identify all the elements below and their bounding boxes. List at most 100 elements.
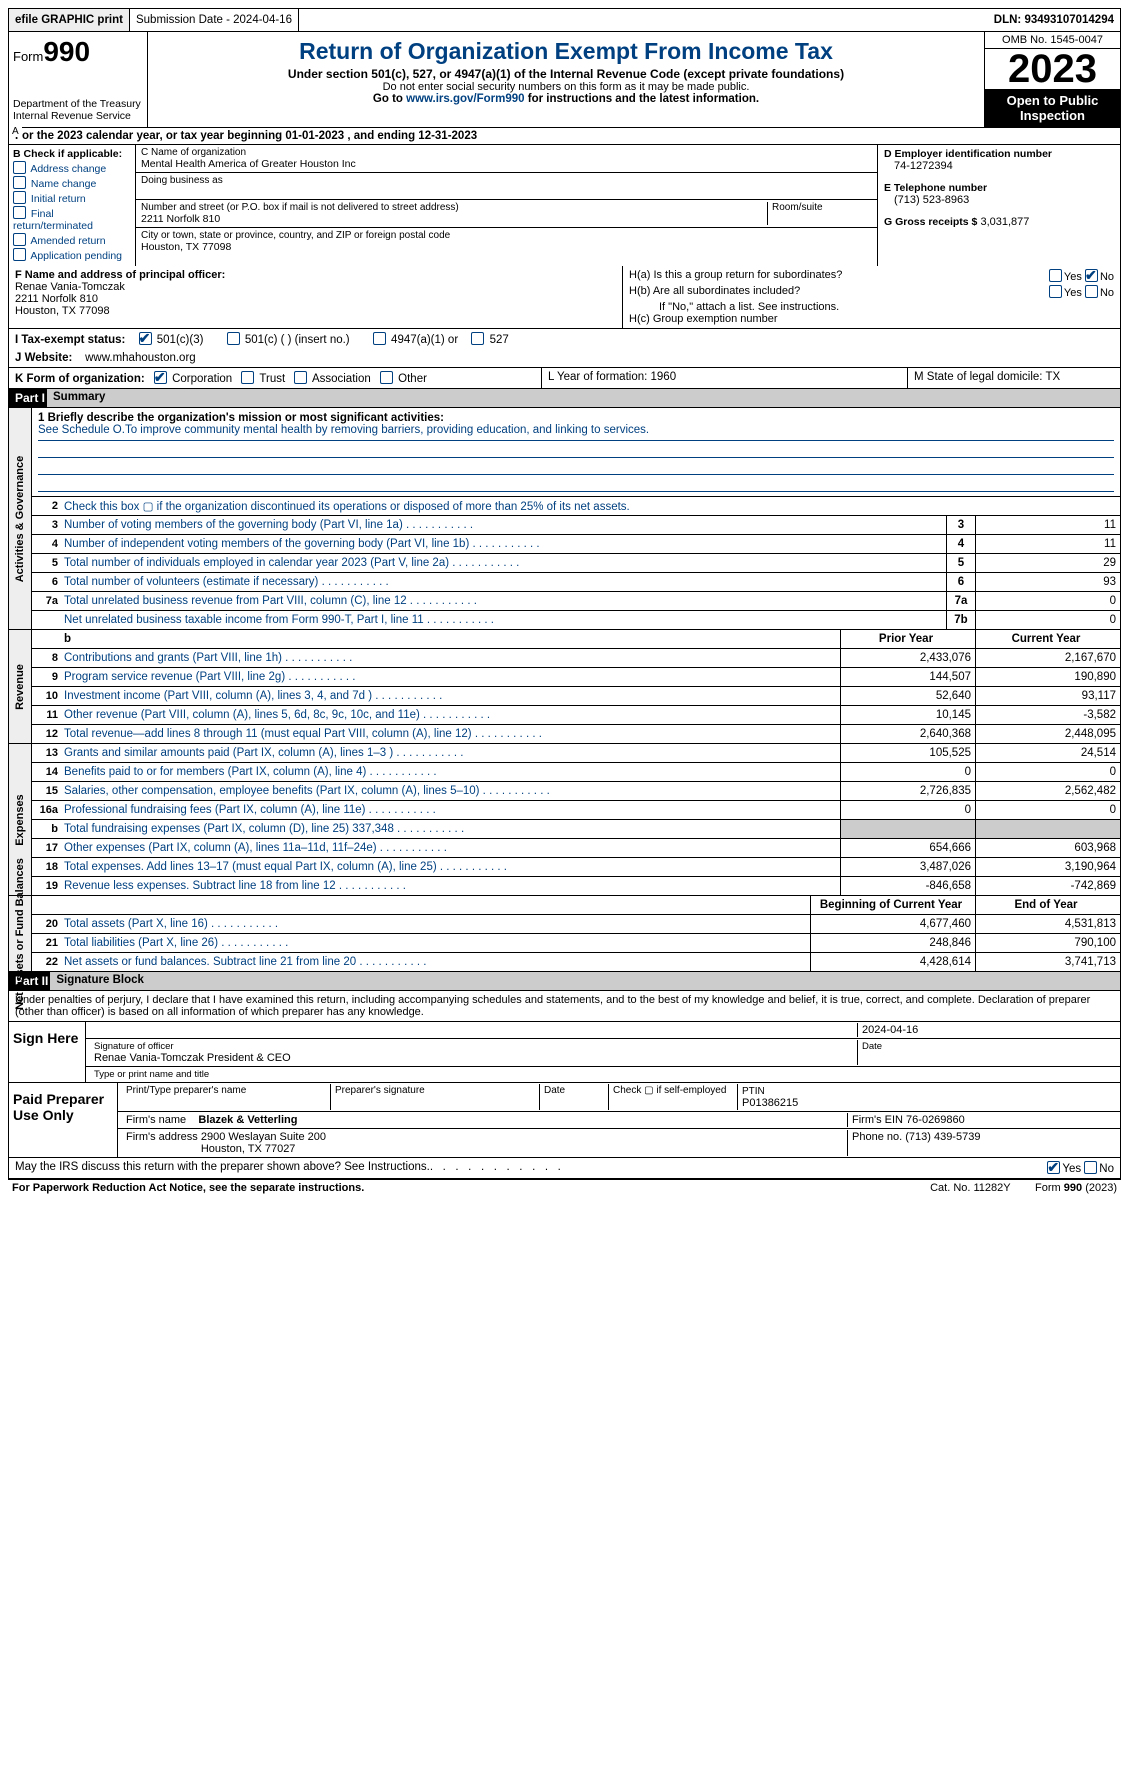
hb-no[interactable]: [1085, 285, 1098, 298]
gov-line: 3Number of voting members of the governi…: [32, 516, 1120, 535]
firm-ein: 76-0269860: [906, 1114, 965, 1126]
part2-header: Part II Signature Block: [8, 972, 1121, 991]
year-formation: L Year of formation: 1960: [542, 368, 908, 388]
applicable-option[interactable]: Address change: [13, 161, 131, 175]
street-label: Number and street (or P.O. box if mail i…: [141, 202, 767, 213]
ein-value: 74-1272394: [884, 160, 1114, 172]
ha-label: H(a) Is this a group return for subordin…: [629, 269, 1049, 283]
page-footer: For Paperwork Reduction Act Notice, see …: [8, 1179, 1121, 1196]
data-line: 15Salaries, other compensation, employee…: [32, 782, 1120, 801]
tax-year-row: A For the 2023 calendar year, or tax yea…: [8, 128, 1121, 145]
data-line: 21Total liabilities (Part X, line 26)248…: [32, 934, 1120, 953]
dba-label: Doing business as: [141, 175, 872, 186]
website-value: www.mhahouston.org: [85, 352, 196, 364]
data-line: 8Contributions and grants (Part VIII, li…: [32, 649, 1120, 668]
discuss-no[interactable]: [1084, 1161, 1097, 1174]
part1-header: Part I Summary: [8, 389, 1121, 408]
applicable-option[interactable]: Name change: [13, 176, 131, 190]
mission-q: 1 Briefly describe the organization's mi…: [38, 412, 444, 424]
org-name-label: C Name of organization: [141, 147, 872, 158]
4947-check[interactable]: [373, 332, 386, 345]
other-check[interactable]: [380, 371, 393, 384]
hb-label: H(b) Are all subordinates included?: [629, 285, 1049, 299]
phone-value: (713) 523-8963: [884, 194, 1114, 206]
state-domicile: M State of legal domicile: TX: [908, 368, 1120, 388]
527-check[interactable]: [471, 332, 484, 345]
sign-date: 2024-04-16: [858, 1023, 1116, 1037]
form-title: Return of Organization Exempt From Incom…: [152, 38, 980, 65]
paperwork-notice: For Paperwork Reduction Act Notice, see …: [12, 1182, 364, 1194]
data-line: 9Program service revenue (Part VIII, lin…: [32, 668, 1120, 687]
applicable-option[interactable]: Final return/terminated: [13, 206, 131, 232]
data-line: 22Net assets or fund balances. Subtract …: [32, 953, 1120, 971]
gross-value: 3,031,877: [980, 216, 1029, 228]
501c-check[interactable]: [227, 332, 240, 345]
data-line: 12Total revenue—add lines 8 through 11 (…: [32, 725, 1120, 743]
ha-no[interactable]: [1085, 269, 1098, 282]
data-line: 20Total assets (Part X, line 16)4,677,46…: [32, 915, 1120, 934]
officer-signature: Renae Vania-Tomczak President & CEO: [94, 1052, 853, 1064]
data-line: 18Total expenses. Add lines 13–17 (must …: [32, 858, 1120, 877]
net-vlabel: Net Assets or Fund Balances: [14, 858, 26, 1010]
ptin-value: P01386215: [742, 1097, 798, 1109]
street-address: 2211 Norfolk 810: [141, 213, 767, 225]
col-b-title: B Check if applicable:: [13, 148, 122, 160]
preparer-name-hdr: Print/Type preparer's name: [122, 1084, 331, 1110]
name-title-hint: Type or print name and title: [90, 1068, 1116, 1081]
officer-group-row: F Name and address of principal officer:…: [8, 266, 1121, 329]
irs-link[interactable]: www.irs.gov/Form990: [406, 93, 524, 105]
rev-vlabel: Revenue: [14, 664, 26, 710]
applicable-option[interactable]: Initial return: [13, 191, 131, 205]
self-employed-check[interactable]: Check ▢ if self-employed: [609, 1084, 738, 1110]
data-line: 17Other expenses (Part IX, column (A), l…: [32, 839, 1120, 858]
paid-preparer-label: Paid Preparer Use Only: [9, 1083, 118, 1157]
expenses-section: Expenses 13Grants and similar amounts pa…: [8, 744, 1121, 896]
gross-label: G Gross receipts $: [884, 216, 977, 228]
discuss-yes[interactable]: [1047, 1161, 1060, 1174]
gov-vlabel: Activities & Governance: [14, 455, 26, 582]
end-year-hdr: End of Year: [975, 896, 1120, 914]
501c3-check[interactable]: [139, 332, 152, 345]
officer-name-address: Renae Vania-Tomczak 2211 Norfolk 810 Hou…: [15, 281, 125, 317]
perjury-statement: Under penalties of perjury, I declare th…: [8, 991, 1121, 1022]
assoc-check[interactable]: [294, 371, 307, 384]
ha-yes[interactable]: [1049, 269, 1062, 282]
department-label: Department of the Treasury Internal Reve…: [13, 98, 143, 122]
preparer-sig-hdr: Preparer's signature: [331, 1084, 540, 1110]
org-form-row: K Form of organization: Corporation Trus…: [8, 368, 1121, 389]
gov-line: Net unrelated business taxable income fr…: [32, 611, 1120, 629]
sign-block: Sign Here 2024-04-16 Signature of office…: [8, 1022, 1121, 1083]
trust-check[interactable]: [241, 371, 254, 384]
applicable-option[interactable]: Application pending: [13, 248, 131, 262]
gov-line: 4Number of independent voting members of…: [32, 535, 1120, 554]
ssn-note: Do not enter social security numbers on …: [152, 81, 980, 93]
gov-line: 6Total number of volunteers (estimate if…: [32, 573, 1120, 592]
discuss-row: May the IRS discuss this return with the…: [8, 1158, 1121, 1179]
instructions-link-row: Go to www.irs.gov/Form990 for instructio…: [152, 93, 980, 105]
prior-year-hdr: Prior Year: [840, 630, 975, 648]
data-line: 19Revenue less expenses. Subtract line 1…: [32, 877, 1120, 895]
submission-date: Submission Date - 2024-04-16: [130, 9, 299, 31]
current-year-hdr: Current Year: [975, 630, 1120, 648]
phone-label: E Telephone number: [884, 182, 1114, 194]
room-label: Room/suite: [772, 202, 872, 213]
data-line: 11Other revenue (Part VIII, column (A), …: [32, 706, 1120, 725]
revenue-section: Revenue b Prior Year Current Year 8Contr…: [8, 630, 1121, 744]
form-header: Form990 Department of the Treasury Inter…: [8, 32, 1121, 128]
hb-yes[interactable]: [1049, 285, 1062, 298]
cat-no: Cat. No. 11282Y: [930, 1182, 1011, 1194]
open-to-public: Open to Public Inspection: [985, 89, 1120, 127]
applicable-option[interactable]: Amended return: [13, 233, 131, 247]
firm-phone: (713) 439-5739: [905, 1131, 980, 1143]
hb-note: If "No," attach a list. See instructions…: [629, 301, 1114, 313]
net-assets-section: Net Assets or Fund Balances Beginning of…: [8, 896, 1121, 972]
sign-here-label: Sign Here: [9, 1022, 86, 1082]
hc-label: H(c) Group exemption number: [629, 313, 1114, 325]
corp-check[interactable]: [154, 371, 167, 384]
city-label: City or town, state or province, country…: [141, 230, 872, 241]
efile-print-button[interactable]: efile GRAPHIC print: [9, 9, 130, 31]
gov-line: 2Check this box ▢ if the organization di…: [32, 497, 1120, 516]
firm-name: Blazek & Vetterling: [198, 1114, 297, 1126]
org-name: Mental Health America of Greater Houston…: [141, 158, 872, 170]
tax-year: 2023: [985, 49, 1120, 89]
